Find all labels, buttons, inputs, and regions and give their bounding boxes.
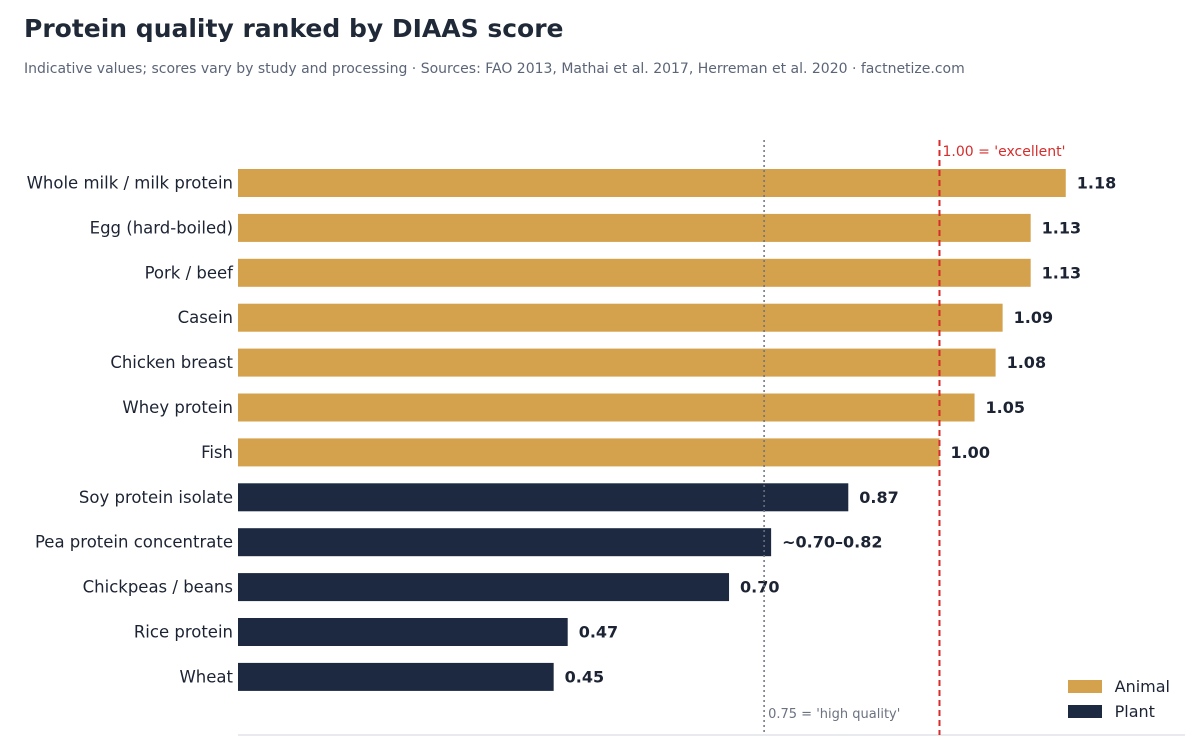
category-label-whole-milk-milk-protein: Whole milk / milk protein xyxy=(27,174,233,193)
legend: Animal Plant xyxy=(1067,674,1170,724)
bar-whole-milk-milk-protein xyxy=(238,169,1066,197)
reference-label-excellent: 1.00 = 'excellent' xyxy=(942,144,1065,160)
legend-item-plant: Plant xyxy=(1067,699,1170,724)
category-label-rice-protein: Rice protein xyxy=(134,623,233,642)
value-label-whey-protein: 1.05 xyxy=(986,398,1025,417)
legend-label-plant: Plant xyxy=(1114,702,1155,721)
legend-label-animal: Animal xyxy=(1114,677,1170,696)
value-label-chicken-breast: 1.08 xyxy=(1007,353,1046,372)
value-label-egg-hard-boiled: 1.13 xyxy=(1042,218,1081,237)
chart-title: Protein quality ranked by DIAAS score xyxy=(24,14,564,43)
bar-chicken-breast xyxy=(238,348,996,377)
bar-egg-hard-boiled xyxy=(238,213,1031,242)
value-label-soy-protein-isolate: 0.87 xyxy=(859,488,898,507)
value-label-fish: 1.00 xyxy=(950,443,989,462)
bar-pork-beef xyxy=(238,258,1031,287)
category-label-chicken-breast: Chicken breast xyxy=(110,353,233,372)
legend-swatch-animal xyxy=(1067,680,1102,693)
bar-chickpeas-beans xyxy=(238,573,730,602)
chart-subtitle: Indicative values; scores vary by study … xyxy=(24,61,965,77)
category-label-pea-protein-concentrate: Pea protein concentrate xyxy=(35,533,233,552)
category-label-soy-protein-isolate: Soy protein isolate xyxy=(79,488,233,507)
bar-whey-protein xyxy=(238,393,975,422)
bar-rice-protein xyxy=(238,618,568,646)
value-label-chickpeas-beans: 0.70 xyxy=(740,578,779,597)
value-label-pork-beef: 1.13 xyxy=(1042,263,1081,282)
value-label-casein: 1.09 xyxy=(1014,308,1053,327)
bar-wheat xyxy=(238,662,554,691)
reference-label-high-quality: 0.75 = 'high quality' xyxy=(768,707,900,722)
legend-item-animal: Animal xyxy=(1067,674,1170,699)
category-label-fish: Fish xyxy=(201,443,233,462)
category-label-egg-hard-boiled: Egg (hard-boiled) xyxy=(90,218,233,237)
value-label-rice-protein: 0.47 xyxy=(579,623,618,642)
category-label-wheat: Wheat xyxy=(179,667,233,686)
value-label-whole-milk-milk-protein: 1.18 xyxy=(1077,174,1116,193)
value-label-wheat: 0.45 xyxy=(565,667,604,686)
category-label-whey-protein: Whey protein xyxy=(122,398,233,417)
legend-swatch-plant xyxy=(1067,705,1102,718)
bar-soy-protein-isolate xyxy=(238,483,849,512)
category-label-pork-beef: Pork / beef xyxy=(145,263,235,282)
category-label-chickpeas-beans: Chickpeas / beans xyxy=(83,578,233,597)
bar-pea-protein-concentrate xyxy=(238,528,772,557)
value-label-pea-protein-concentrate: ~0.70–0.82 xyxy=(782,533,882,552)
category-label-casein: Casein xyxy=(178,308,233,327)
bar-fish xyxy=(238,438,940,467)
bar-casein xyxy=(238,303,1003,332)
